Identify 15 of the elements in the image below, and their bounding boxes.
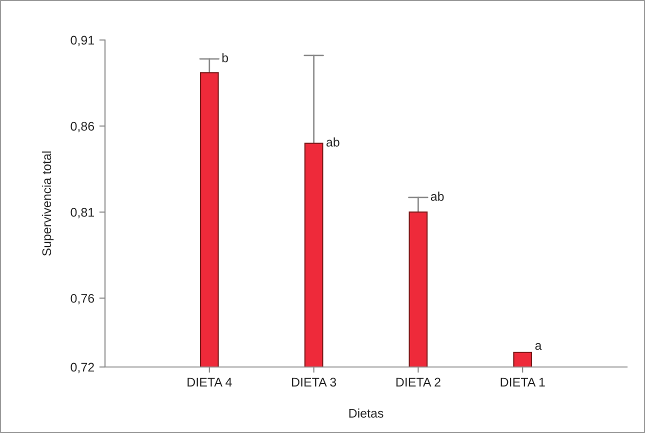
annotation: ab	[326, 137, 340, 147]
annotation: b	[222, 53, 228, 62]
y-tick-label: 0,72	[70, 362, 94, 374]
annotation: a	[535, 343, 542, 350]
annotation: ab	[430, 192, 444, 201]
x-axis-title: Dietas	[349, 408, 384, 418]
x-tick-label: DIETA 1	[500, 378, 545, 386]
x-tick-label: DIETA 4	[188, 378, 232, 386]
x-tick-label: DIETA 3	[292, 378, 336, 387]
y-tick-label: 0,91	[70, 36, 94, 46]
y-axis-title: Supervivencia total	[42, 152, 54, 256]
y-tick-label: 0,76	[70, 294, 94, 304]
y-tick-label: 0,81	[70, 208, 94, 218]
y-tick-label: 0,86	[70, 122, 94, 132]
x-tick-label: DIETA 2	[396, 378, 440, 386]
